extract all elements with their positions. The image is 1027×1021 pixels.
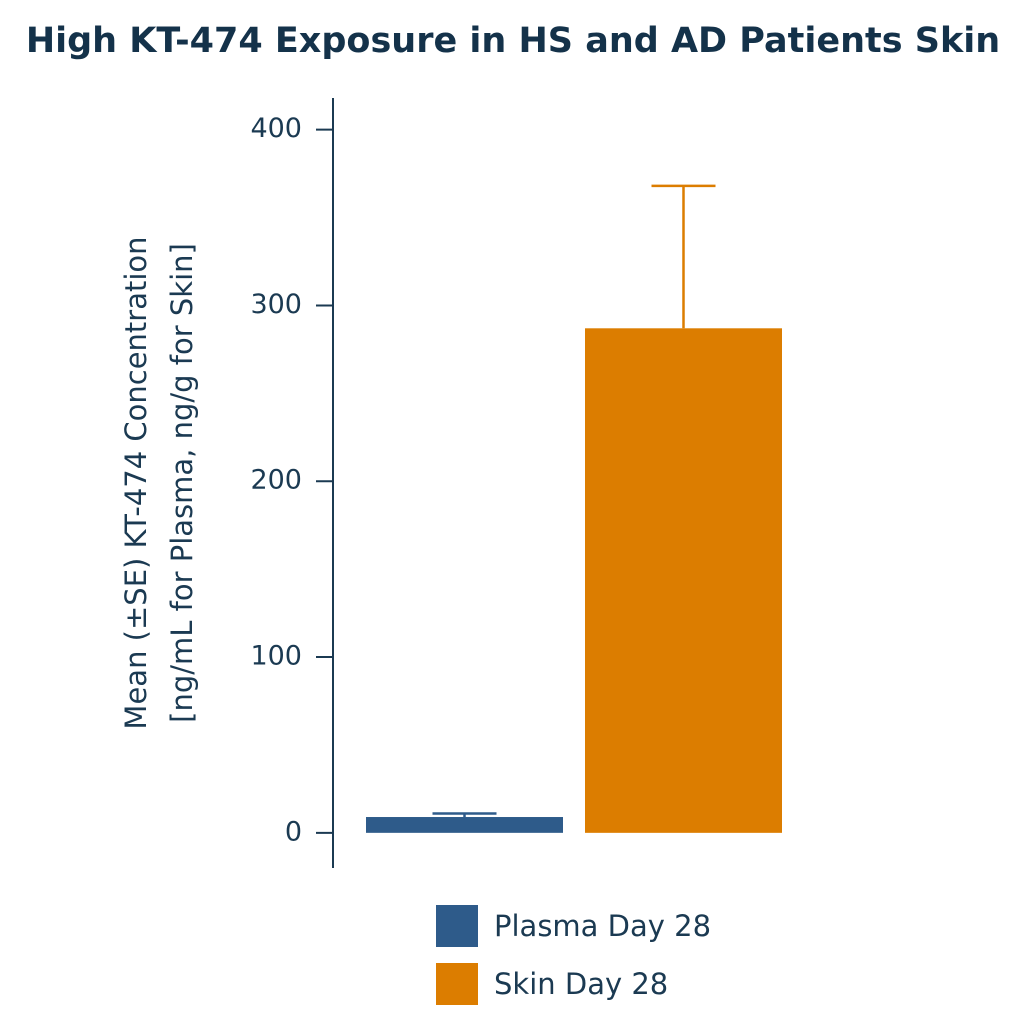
y-tick-label: 300: [250, 289, 302, 320]
legend-label: Plasma Day 28: [494, 909, 711, 943]
y-tick-label: 100: [250, 641, 302, 672]
y-axis-title-line: Mean (±SE) KT-474 Concentration: [119, 236, 153, 729]
y-axis-title-line: [ng/mL for Plasma, ng/g for Skin]: [165, 243, 199, 723]
y-axis-title: Mean (±SE) KT-474 Concentration [ng/mL f…: [119, 236, 199, 729]
legend-swatch: [436, 905, 478, 947]
chart-title: High KT-474 Exposure in HS and AD Patien…: [26, 21, 1000, 61]
bar: [366, 817, 563, 833]
y-tick-label: 0: [285, 816, 302, 847]
y-tick-label: 200: [250, 465, 302, 496]
y-tick-label: 400: [250, 113, 302, 144]
legend-label: Skin Day 28: [494, 967, 668, 1001]
bar: [585, 328, 782, 833]
legend-swatch: [436, 963, 478, 1005]
